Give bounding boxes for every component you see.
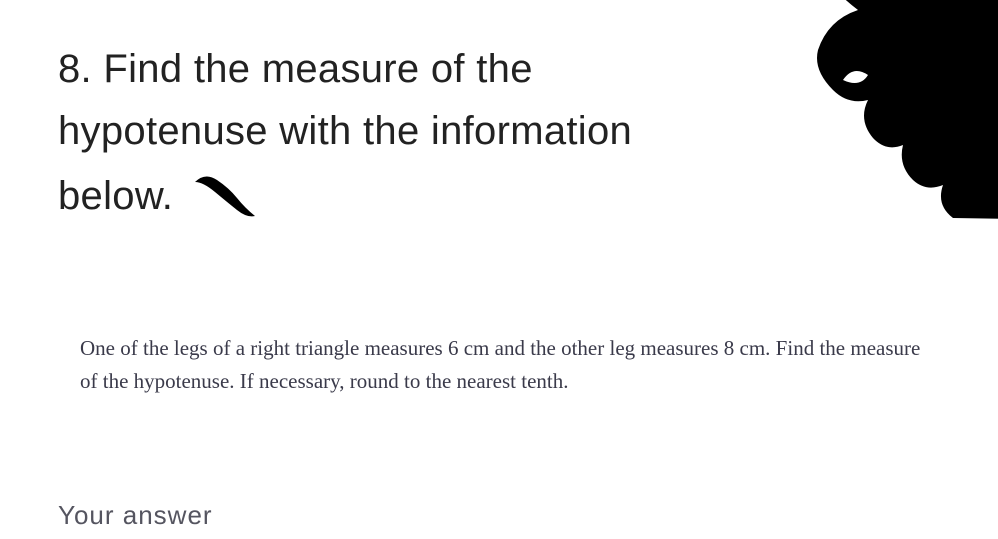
question-title-line-2: hypotenuse with the information — [58, 109, 632, 153]
question-number: 8. — [58, 47, 92, 91]
corner-scribble-icon — [738, 0, 998, 220]
scribble-mark-icon — [187, 168, 267, 241]
question-title-line-1: Find the measure of the — [103, 47, 532, 91]
answer-label: Your answer — [58, 500, 213, 531]
question-title-line-3: below. — [58, 174, 173, 218]
question-title: 8. Find the measure of the hypotenuse wi… — [58, 38, 738, 235]
question-body-text: One of the legs of a right triangle meas… — [80, 332, 930, 397]
